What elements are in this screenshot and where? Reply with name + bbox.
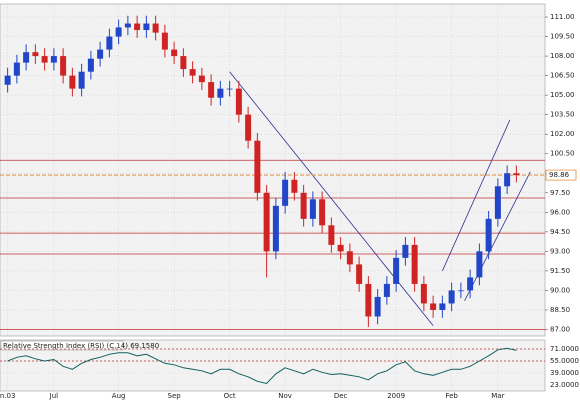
candle-body bbox=[106, 36, 113, 50]
y-tick-label: 96.00 bbox=[550, 208, 570, 216]
y-tick-label: 109.50 bbox=[550, 33, 575, 41]
x-tick-label: Feb bbox=[445, 392, 458, 400]
x-tick-label: 2009 bbox=[387, 392, 405, 400]
candle-body bbox=[383, 283, 390, 297]
candle-body bbox=[254, 140, 261, 193]
price-panel bbox=[0, 3, 546, 337]
candle-body bbox=[245, 114, 252, 141]
last-price-box bbox=[545, 169, 577, 181]
y-tick-label: 111.00 bbox=[550, 13, 575, 21]
candle-body bbox=[356, 264, 363, 284]
y-tick-label: 103.50 bbox=[550, 111, 575, 119]
y-tick-label: 106.50 bbox=[550, 72, 575, 80]
candle-body bbox=[494, 186, 501, 219]
y-tick-label: 108.00 bbox=[550, 52, 575, 60]
candle-body bbox=[346, 251, 353, 265]
x-tick-label: Nov bbox=[278, 392, 292, 400]
candle-body bbox=[198, 75, 205, 83]
candle-body bbox=[23, 52, 30, 63]
candle-body bbox=[393, 257, 400, 284]
candle-body bbox=[60, 56, 67, 76]
candle-body bbox=[180, 56, 187, 70]
candle-body bbox=[50, 56, 57, 63]
candle-body bbox=[272, 205, 279, 252]
x-tick-label: Jul bbox=[49, 392, 59, 400]
x-tick-label: Dec bbox=[334, 392, 348, 400]
trend-line bbox=[464, 171, 531, 302]
candle-body bbox=[485, 218, 492, 252]
candle-body bbox=[171, 49, 178, 57]
candle-body bbox=[420, 283, 427, 304]
candle-body bbox=[337, 244, 344, 252]
candle-body bbox=[328, 225, 335, 245]
y-tick-label: 105.00 bbox=[550, 91, 575, 99]
candle-body bbox=[78, 71, 85, 89]
candle-body bbox=[13, 62, 20, 76]
candle-body bbox=[319, 199, 326, 226]
x-tick-label: Sep bbox=[168, 392, 182, 400]
trend-line bbox=[229, 71, 434, 326]
candle-body bbox=[402, 244, 409, 258]
y-tick-label: 102.00 bbox=[550, 130, 575, 138]
candle-body bbox=[457, 290, 464, 292]
candle-body bbox=[439, 303, 446, 310]
candle-body bbox=[226, 88, 233, 90]
candle-body bbox=[87, 58, 94, 72]
y-tick-label: 93.00 bbox=[550, 247, 570, 255]
rsi-line bbox=[7, 347, 517, 385]
candle-body bbox=[124, 23, 131, 28]
candle-body bbox=[263, 192, 270, 252]
y-tick-label: 90.00 bbox=[550, 286, 570, 294]
rsi-tick-label: 71.0000 bbox=[550, 345, 579, 353]
candle-body bbox=[208, 82, 215, 98]
candle-body bbox=[374, 296, 381, 317]
candle-body bbox=[448, 290, 455, 304]
candle-body bbox=[309, 199, 316, 219]
candle-body bbox=[291, 179, 298, 193]
x-tick-label: Aug bbox=[112, 392, 126, 400]
candle-body bbox=[134, 23, 141, 31]
trend-line bbox=[442, 119, 511, 272]
x-tick-label: n.03 bbox=[0, 392, 15, 400]
x-tick-label: Oct bbox=[224, 392, 236, 400]
candle-body bbox=[69, 75, 76, 89]
rsi-tick-label: 39.0000 bbox=[550, 369, 579, 377]
candle-body bbox=[161, 32, 168, 50]
candle-body bbox=[217, 88, 224, 98]
y-tick-label: 100.50 bbox=[550, 150, 575, 158]
y-tick-label: 87.00 bbox=[550, 325, 570, 333]
x-tick-label: Mar bbox=[491, 392, 504, 400]
candle-body bbox=[282, 179, 289, 206]
candle-body bbox=[97, 49, 104, 59]
rsi-title-box bbox=[0, 340, 124, 351]
candle-body bbox=[476, 251, 483, 278]
candle-body bbox=[152, 23, 159, 33]
rsi-tick-label: 23.0000 bbox=[550, 381, 579, 389]
rsi-title: Relative Strength Index (RSI) (C,14) 69.… bbox=[3, 342, 159, 350]
last-price-label: 98.86 bbox=[549, 171, 570, 179]
candle-body bbox=[411, 244, 418, 284]
candle-body bbox=[300, 192, 307, 219]
candle-body bbox=[504, 173, 511, 187]
y-tick-label: 88.50 bbox=[550, 306, 570, 314]
candle-body bbox=[467, 277, 474, 291]
candle-body bbox=[235, 88, 242, 115]
rsi-tick-label: 55.0000 bbox=[550, 357, 579, 365]
y-tick-label: 94.50 bbox=[550, 228, 570, 236]
candle-body bbox=[4, 75, 11, 85]
candle-body bbox=[41, 56, 48, 63]
candle-body bbox=[32, 52, 39, 57]
candle-body bbox=[115, 27, 122, 37]
y-tick-label: 91.50 bbox=[550, 267, 570, 275]
y-tick-label: 97.50 bbox=[550, 189, 570, 197]
candle-body bbox=[143, 23, 150, 31]
candle-body bbox=[430, 303, 437, 310]
candle-body bbox=[365, 283, 372, 317]
candle-body bbox=[189, 69, 196, 76]
candle-body bbox=[513, 173, 520, 176]
